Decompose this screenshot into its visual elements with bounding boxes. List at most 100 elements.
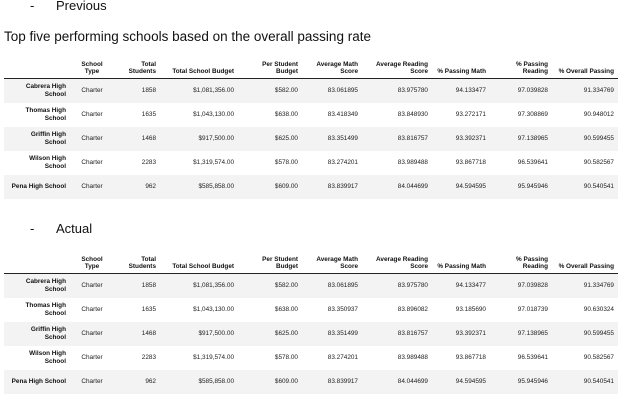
school-name-cell: Griffin High School [4, 127, 70, 151]
per-student-budget-cell: $625.00 [238, 127, 302, 151]
per-student-budget-cell: $582.00 [238, 78, 302, 103]
passing-reading-cell: 95.945946 [490, 370, 552, 394]
passing-math-cell: 93.867718 [455, 354, 486, 362]
per-student-budget-cell: $609.00 [238, 175, 302, 199]
school-name-cell: Thomas High School [25, 302, 66, 317]
actual-table-header: School Type Total Students Total School Bu… [4, 249, 618, 274]
total-school-budget-cell: $585,858.00 [160, 175, 238, 199]
average-reading-score-cell: 83.896082 [397, 306, 428, 314]
table-row: Thomas High School Charter 1635 $1,043,130.… [4, 298, 618, 322]
passing-reading-cell: 97.039828 [490, 78, 552, 103]
actual-label: Actual [56, 221, 93, 236]
bullet-dash: - [30, 0, 35, 13]
overall-passing-cell: 90.582567 [583, 354, 614, 362]
school-name-cell: Cabrera High School [4, 273, 70, 298]
average-math-score-cell: 83.351499 [302, 322, 362, 346]
school-name-cell: Cabrera High School [4, 78, 70, 103]
total-school-budget-cell: $1,043,130.00 [193, 306, 234, 314]
actual-table: School Type Total Students Total School Bu… [4, 249, 618, 394]
per-student-budget-cell: $638.00 [274, 111, 298, 119]
passing-reading-cell: 97.138965 [490, 127, 552, 151]
passing-reading-cell: 96.539641 [517, 159, 548, 167]
total-students-cell: 1858 [114, 78, 160, 103]
overall-passing-cell: 90.540541 [552, 370, 618, 394]
school-type-header: School Type [70, 249, 114, 274]
overall-passing-cell: 90.948012 [583, 111, 614, 119]
total-school-budget-cell: $1,043,130.00 [193, 111, 234, 119]
per-student-budget-cell: $578.00 [274, 354, 298, 362]
total-students-cell: 2283 [141, 159, 156, 167]
average-reading-score-cell: 83.816757 [362, 127, 432, 151]
passing-math-cell: 94.594595 [432, 370, 490, 394]
total-students-header: Total Students [114, 54, 160, 79]
previous-bullet: - Previous [30, 0, 107, 13]
index-header [4, 249, 70, 274]
overall-passing-cell: 91.334769 [552, 273, 618, 298]
overall-passing-cell: 90.540541 [552, 175, 618, 199]
passing-math-cell: 93.867718 [455, 159, 486, 167]
total-school-budget-cell: $1,081,356.00 [160, 273, 238, 298]
average-reading-score-cell: 83.816757 [362, 322, 432, 346]
total-students-header: Total Students [114, 249, 160, 274]
passing-math-cell: 94.133477 [432, 78, 490, 103]
total-school-budget-cell: $1,319,574.00 [193, 354, 234, 362]
total-school-budget-cell: $1,319,574.00 [193, 159, 234, 167]
overall-passing-header: % Overall Passing [552, 54, 618, 79]
passing-reading-cell: 97.308869 [517, 111, 548, 119]
school-name-cell: Pena High School [4, 175, 70, 199]
total-students-cell: 1635 [141, 111, 156, 119]
average-reading-score-cell: 83.989488 [397, 354, 428, 362]
average-reading-score-cell: 83.989488 [397, 159, 428, 167]
passing-reading-cell: 95.945946 [490, 175, 552, 199]
total-students-cell: 962 [114, 370, 160, 394]
table-row: Wilson High School Charter 2283 $1,319,574.… [4, 151, 618, 175]
passing-reading-cell: 96.539641 [517, 354, 548, 362]
school-type-cell: Charter [81, 111, 103, 119]
actual-table-body: Cabrera High School Charter 1858 $1,081,356… [4, 273, 618, 394]
total-school-budget-cell: $917,500.00 [160, 322, 238, 346]
overall-passing-header: % Overall Passing [552, 249, 618, 274]
passing-math-header: % Passing Math [432, 249, 490, 274]
total-school-budget-cell: $585,858.00 [160, 370, 238, 394]
total-students-cell: 1468 [114, 127, 160, 151]
total-students-cell: 1468 [114, 322, 160, 346]
passing-math-cell: 93.272171 [455, 111, 486, 119]
passing-math-cell: 93.185690 [455, 306, 486, 314]
per-student-budget-header: Per Student Budget [238, 249, 302, 274]
average-math-score-cell: 83.061895 [302, 78, 362, 103]
average-math-score-cell: 83.839917 [302, 175, 362, 199]
school-type-cell: Charter [70, 322, 114, 346]
overall-passing-cell: 90.599455 [552, 322, 618, 346]
school-type-cell: Charter [70, 127, 114, 151]
total-school-budget-cell: $917,500.00 [160, 127, 238, 151]
overall-passing-cell: 90.582567 [583, 159, 614, 167]
school-type-cell: Charter [70, 370, 114, 394]
passing-reading-header: % Passing Reading [490, 54, 552, 79]
total-school-budget-header: Total School Budget [160, 249, 238, 274]
school-type-cell: Charter [70, 273, 114, 298]
average-math-score-cell: 83.061895 [302, 273, 362, 298]
per-student-budget-cell: $625.00 [238, 322, 302, 346]
school-name-cell: Pena High School [4, 370, 70, 394]
per-student-budget-header: Per Student Budget [238, 54, 302, 79]
passing-math-cell: 94.133477 [432, 273, 490, 298]
school-name-cell: Griffin High School [4, 322, 70, 346]
table-row: Cabrera High School Charter 1858 $1,081,356… [4, 273, 618, 298]
table-row: Cabrera High School Charter 1858 $1,081,356… [4, 78, 618, 103]
top-five-heading: Top five performing schools based on the… [4, 29, 371, 44]
average-reading-score-cell: 83.975780 [362, 78, 432, 103]
total-students-cell: 962 [114, 175, 160, 199]
bullet-dash: - [30, 221, 35, 236]
total-school-budget-cell: $1,081,356.00 [160, 78, 238, 103]
school-name-cell: Wilson High School [29, 350, 66, 365]
per-student-budget-cell: $638.00 [274, 306, 298, 314]
passing-math-cell: 93.392371 [432, 127, 490, 151]
passing-reading-cell: 97.039828 [490, 273, 552, 298]
average-reading-score-cell: 83.975780 [362, 273, 432, 298]
total-students-cell: 1858 [114, 273, 160, 298]
per-student-budget-cell: $582.00 [238, 273, 302, 298]
average-math-score-header: Average Math Score [302, 54, 362, 79]
previous-label: Previous [56, 0, 107, 13]
passing-reading-cell: 97.018739 [517, 306, 548, 314]
total-students-cell: 2283 [141, 354, 156, 362]
